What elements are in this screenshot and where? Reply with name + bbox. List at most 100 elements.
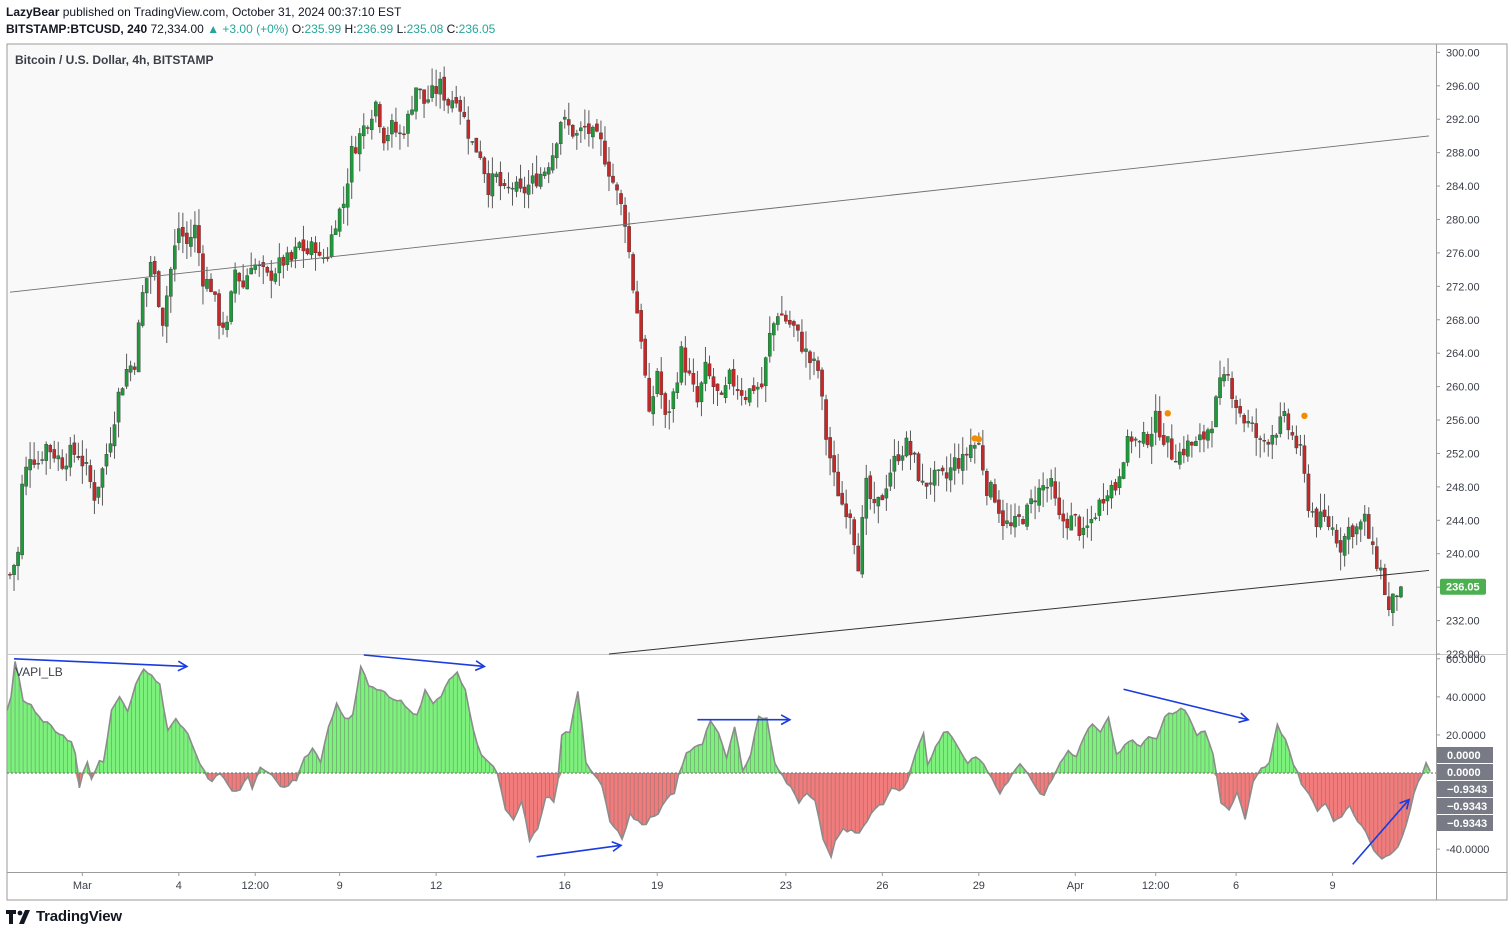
candle-body	[631, 254, 635, 291]
candle-body	[104, 454, 109, 467]
price-tick-label: 288.00	[1446, 148, 1480, 160]
time-tick-label: 6	[1233, 880, 1239, 892]
price-tick-label: 268.00	[1446, 315, 1480, 327]
candle-body	[414, 87, 418, 112]
price-tick-label: 280.00	[1446, 214, 1480, 226]
candle-body	[173, 245, 177, 270]
candle-body	[924, 482, 929, 487]
candle-body	[619, 193, 623, 205]
time-tick-label: 12:00	[241, 880, 269, 892]
candle-body	[1214, 396, 1218, 428]
candle-body	[723, 385, 728, 398]
candle-body	[1346, 526, 1351, 540]
candle-body	[100, 468, 105, 488]
time-axis[interactable]: Mar 4 12:00 9 12 16 19 23 26 29 Apr 12:00 6 9	[73, 872, 1336, 892]
tradingview-watermark[interactable]: TradingView	[6, 908, 122, 925]
upper-channel-line	[9, 135, 1430, 293]
price-tick-label: 264.00	[1446, 348, 1480, 360]
candle-body	[1141, 432, 1146, 444]
oscillator-axis[interactable]: 60.0000 40.0000 20.0000 -40.0000 0.0000 0.000…	[1436, 654, 1493, 856]
candle-body	[1326, 516, 1331, 527]
candle-body	[772, 323, 776, 336]
candle-body	[8, 574, 12, 576]
candle-body	[687, 370, 692, 374]
candle-body	[679, 346, 684, 383]
candle-body	[353, 147, 358, 154]
time-tick-label: 12	[430, 880, 442, 892]
candle-body	[64, 465, 69, 470]
candle-body	[1358, 521, 1363, 530]
time-tick-label: 9	[1330, 880, 1336, 892]
candle-body	[450, 100, 455, 109]
candle-body	[1391, 593, 1395, 613]
candle-body	[390, 120, 394, 135]
close-label: C:	[446, 22, 459, 36]
candle-body	[948, 467, 953, 481]
time-tick-label: 23	[780, 880, 792, 892]
candle-body	[1093, 517, 1098, 519]
candle-body	[896, 454, 901, 462]
price-axis[interactable]: 300.00 296.00 292.00 288.00 284.00 280.00 276.…	[1436, 47, 1486, 661]
candle-body	[611, 175, 615, 183]
candle-body	[225, 321, 229, 330]
candle-body	[1226, 374, 1230, 376]
candle-body	[936, 469, 941, 471]
candle-body	[848, 513, 852, 518]
candle-body	[981, 445, 985, 471]
trend-arrows[interactable]	[13, 654, 1411, 865]
author-name[interactable]: LazyBear	[6, 5, 60, 19]
candle-body	[329, 234, 334, 257]
price-tick-label: 244.00	[1446, 515, 1480, 527]
candle-body	[213, 291, 217, 295]
candle-body	[1202, 431, 1206, 440]
price-tick-label: 300.00	[1446, 47, 1480, 59]
candle-body	[816, 360, 820, 371]
candle-body	[1238, 405, 1242, 414]
candle-body	[1005, 520, 1009, 524]
candle-body	[1017, 514, 1021, 517]
candle-body	[1370, 541, 1375, 545]
candle-body	[189, 237, 193, 247]
candle-body	[743, 397, 748, 401]
oscillator-tick-label: 20.0000	[1446, 730, 1486, 742]
candle-body	[426, 99, 430, 103]
candle-body	[651, 396, 655, 415]
candle-body	[1186, 440, 1190, 457]
candle-body	[285, 252, 290, 265]
candle-body	[1258, 438, 1263, 440]
candle-body	[112, 424, 117, 447]
candles-layer	[8, 66, 1403, 627]
candle-body	[490, 173, 495, 197]
candle-body	[558, 122, 563, 144]
candle-body	[1322, 509, 1327, 517]
candle-body	[333, 228, 338, 235]
watermark-text: TradingView	[36, 908, 122, 925]
time-tick-label: 4	[176, 880, 182, 892]
price-tick-label: 276.00	[1446, 248, 1480, 260]
candle-body	[860, 517, 865, 575]
candle-body	[615, 184, 619, 191]
oscillator-tick-label: 40.0000	[1446, 692, 1486, 704]
candle-body	[1190, 442, 1194, 446]
candle-body	[800, 331, 804, 352]
candle-body	[1105, 495, 1110, 502]
candle-body	[659, 371, 664, 395]
candle-body	[430, 85, 434, 98]
channel-lines[interactable]	[9, 135, 1430, 655]
candle-body	[623, 204, 627, 227]
candle-body	[1342, 536, 1347, 556]
candle-body	[1121, 462, 1126, 479]
candle-body	[952, 457, 957, 471]
candle-body	[1149, 433, 1154, 447]
candle-body	[402, 133, 406, 136]
candle-body	[241, 280, 245, 288]
candle-body	[374, 101, 378, 117]
candle-body	[478, 151, 483, 158]
candle-body	[144, 278, 149, 294]
candle-body	[152, 261, 157, 275]
oscillator-line	[6, 661, 1431, 860]
candle-body	[840, 492, 844, 505]
candle-body	[562, 116, 567, 120]
candle-body	[164, 295, 169, 327]
